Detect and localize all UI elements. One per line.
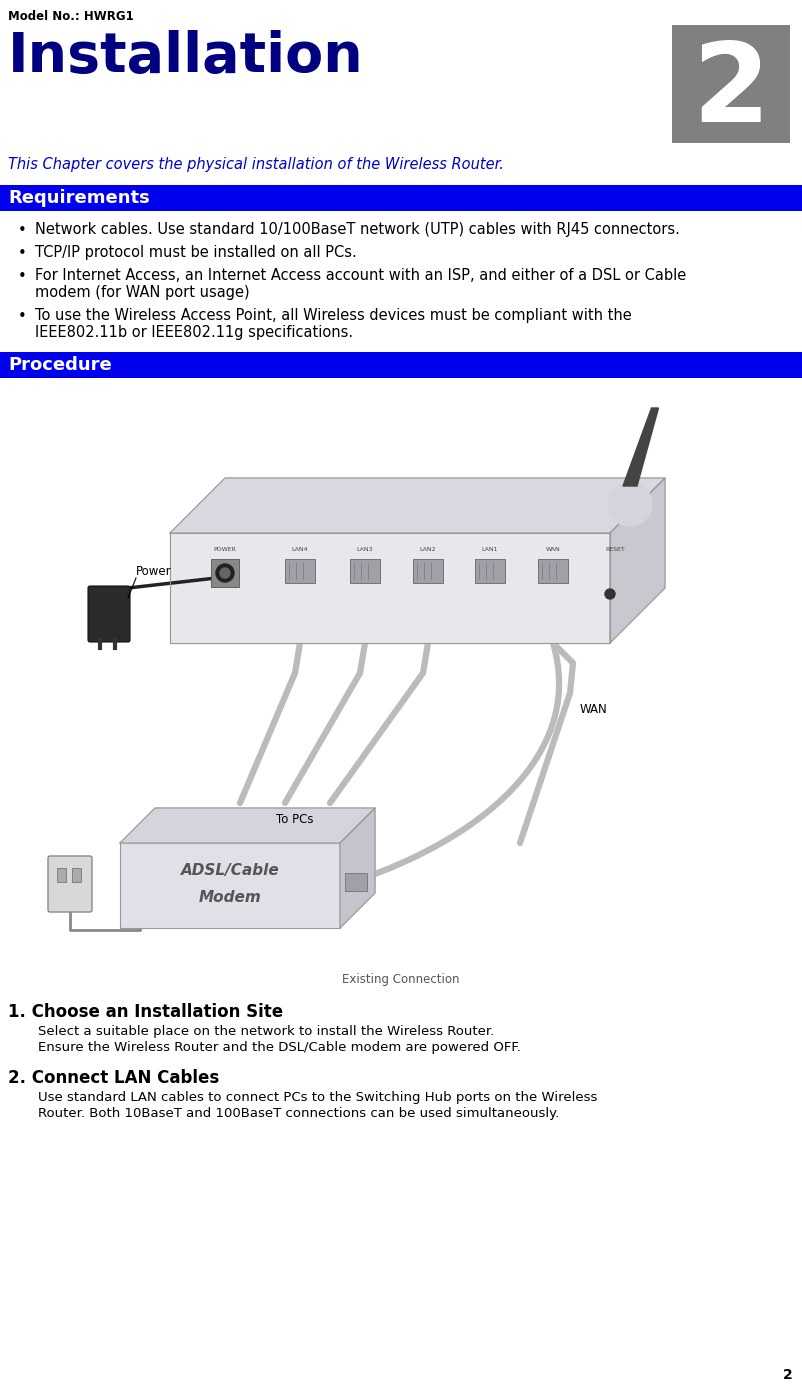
FancyBboxPatch shape xyxy=(48,855,92,912)
FancyBboxPatch shape xyxy=(119,843,339,928)
Text: LAN1: LAN1 xyxy=(481,547,497,552)
Text: Router. Both 10BaseT and 100BaseT connections can be used simultaneously.: Router. Both 10BaseT and 100BaseT connec… xyxy=(38,1107,558,1120)
Text: IEEE802.11b or IEEE802.11g specifications.: IEEE802.11b or IEEE802.11g specification… xyxy=(35,325,353,339)
Text: WAN: WAN xyxy=(545,547,560,552)
FancyBboxPatch shape xyxy=(211,559,239,587)
FancyBboxPatch shape xyxy=(72,868,81,882)
Text: LAN3: LAN3 xyxy=(356,547,373,552)
Text: This Chapter covers the physical installation of the Wireless Router.: This Chapter covers the physical install… xyxy=(8,157,503,172)
FancyBboxPatch shape xyxy=(0,185,802,211)
FancyBboxPatch shape xyxy=(475,559,504,583)
Text: RESET: RESET xyxy=(605,547,624,552)
Text: For Internet Access, an Internet Access account with an ISP, and either of a DSL: For Internet Access, an Internet Access … xyxy=(35,268,686,282)
Circle shape xyxy=(220,568,229,579)
Text: Requirements: Requirements xyxy=(8,189,149,207)
Text: •: • xyxy=(18,268,26,284)
Circle shape xyxy=(607,483,651,526)
Text: Existing Connection: Existing Connection xyxy=(342,972,460,986)
Text: To use the Wireless Access Point, all Wireless devices must be compliant with th: To use the Wireless Access Point, all Wi… xyxy=(35,307,631,323)
FancyBboxPatch shape xyxy=(57,868,66,882)
FancyBboxPatch shape xyxy=(350,559,379,583)
Text: To PCs: To PCs xyxy=(276,812,314,826)
Text: Modem: Modem xyxy=(198,890,261,906)
Polygon shape xyxy=(170,479,664,533)
Text: Network cables. Use standard 10/100BaseT network (UTP) cables with RJ45 connecto: Network cables. Use standard 10/100BaseT… xyxy=(35,223,679,236)
FancyBboxPatch shape xyxy=(345,874,367,892)
Text: •: • xyxy=(18,223,26,238)
Text: LAN4: LAN4 xyxy=(291,547,308,552)
Text: LAN2: LAN2 xyxy=(419,547,435,552)
Text: TCP/IP protocol must be installed on all PCs.: TCP/IP protocol must be installed on all… xyxy=(35,245,356,260)
Text: WAN: WAN xyxy=(579,702,607,716)
Circle shape xyxy=(216,563,233,581)
Circle shape xyxy=(604,588,614,600)
FancyBboxPatch shape xyxy=(88,586,130,643)
FancyBboxPatch shape xyxy=(537,559,567,583)
FancyBboxPatch shape xyxy=(412,559,443,583)
Text: 2. Connect LAN Cables: 2. Connect LAN Cables xyxy=(8,1070,219,1086)
Text: Procedure: Procedure xyxy=(8,356,111,374)
FancyBboxPatch shape xyxy=(285,559,314,583)
Polygon shape xyxy=(339,808,375,928)
Polygon shape xyxy=(119,808,375,843)
Polygon shape xyxy=(622,408,658,485)
Text: Power: Power xyxy=(136,565,172,579)
Text: 2: 2 xyxy=(691,39,768,146)
Text: Installation: Installation xyxy=(8,31,363,83)
Text: modem (for WAN port usage): modem (for WAN port usage) xyxy=(35,285,249,300)
FancyBboxPatch shape xyxy=(671,25,789,143)
Text: Select a suitable place on the network to install the Wireless Router.: Select a suitable place on the network t… xyxy=(38,1025,494,1038)
Text: ADSL/Cable: ADSL/Cable xyxy=(180,864,279,879)
Text: Ensure the Wireless Router and the DSL/Cable modem are powered OFF.: Ensure the Wireless Router and the DSL/C… xyxy=(38,1040,520,1054)
Text: •: • xyxy=(18,309,26,324)
Text: POWER: POWER xyxy=(213,547,236,552)
Polygon shape xyxy=(170,533,610,643)
Text: •: • xyxy=(18,246,26,262)
Text: 2: 2 xyxy=(782,1367,792,1383)
FancyBboxPatch shape xyxy=(0,352,802,378)
Text: Model No.: HWRG1: Model No.: HWRG1 xyxy=(8,10,134,24)
Text: Use standard LAN cables to connect PCs to the Switching Hub ports on the Wireles: Use standard LAN cables to connect PCs t… xyxy=(38,1091,597,1104)
Polygon shape xyxy=(610,479,664,643)
Text: 1. Choose an Installation Site: 1. Choose an Installation Site xyxy=(8,1003,283,1021)
